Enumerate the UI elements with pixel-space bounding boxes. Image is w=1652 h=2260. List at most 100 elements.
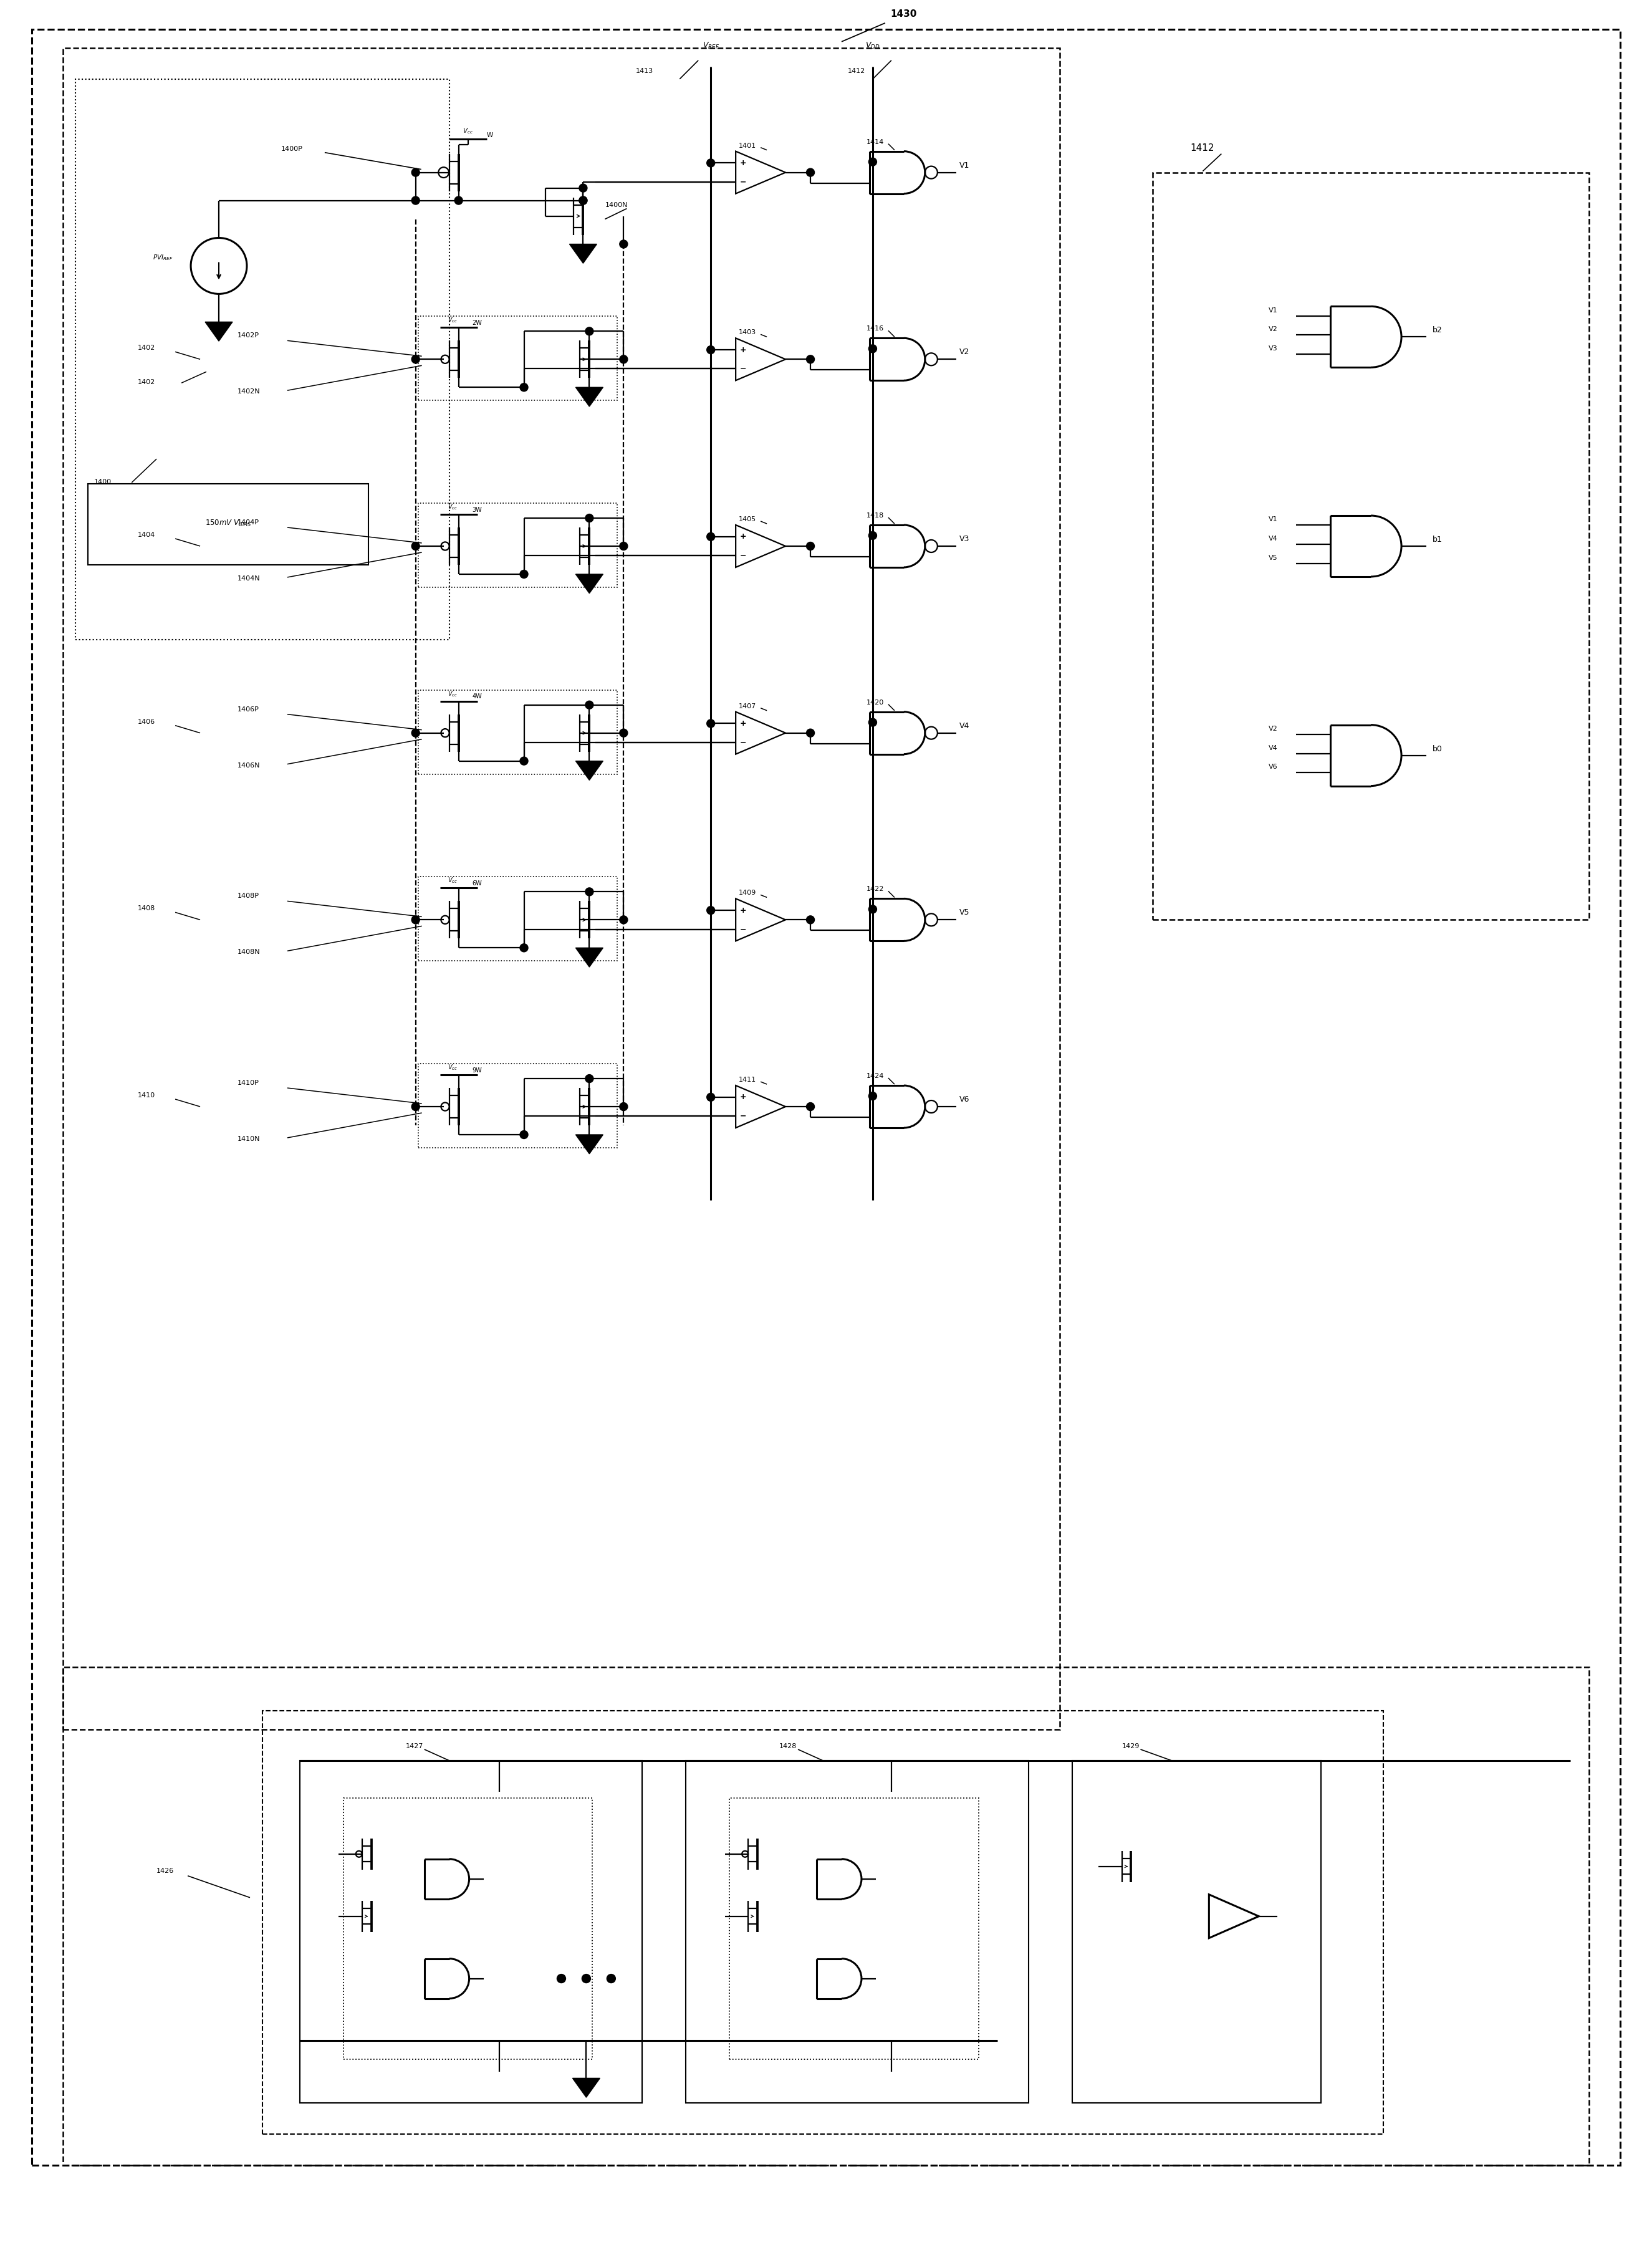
Text: 1408N: 1408N: [238, 949, 261, 956]
Bar: [686, 1761, 1029, 2104]
Text: 1416: 1416: [867, 325, 884, 332]
Text: V4: V4: [1269, 536, 1277, 542]
Circle shape: [520, 945, 529, 951]
Text: b2: b2: [1432, 325, 1442, 334]
Circle shape: [806, 542, 814, 549]
Text: +: +: [740, 346, 747, 355]
Text: $V_{cc}$: $V_{cc}$: [448, 502, 458, 511]
Text: 1411: 1411: [738, 1076, 757, 1083]
Circle shape: [411, 730, 420, 737]
Text: −: −: [740, 1112, 747, 1121]
Text: 1410: 1410: [137, 1092, 155, 1098]
Circle shape: [620, 915, 628, 924]
Circle shape: [806, 730, 814, 737]
Text: V6: V6: [960, 1096, 970, 1103]
Text: 1407: 1407: [738, 703, 757, 710]
Text: 1424: 1424: [867, 1074, 884, 1080]
Text: 2W: 2W: [472, 319, 482, 325]
Bar: [76, 79, 449, 640]
Text: 1426: 1426: [157, 1867, 173, 1874]
Text: 1412: 1412: [1191, 142, 1214, 151]
Text: 1418: 1418: [867, 513, 884, 520]
Text: −: −: [740, 924, 747, 933]
Circle shape: [580, 197, 586, 203]
Bar: [88, 484, 368, 565]
Text: 3W: 3W: [472, 506, 482, 513]
Text: 1410N: 1410N: [238, 1137, 261, 1141]
Polygon shape: [205, 321, 233, 341]
Polygon shape: [570, 244, 596, 262]
Circle shape: [707, 533, 715, 540]
Circle shape: [411, 170, 420, 176]
Text: 9W: 9W: [472, 1067, 482, 1074]
Text: −: −: [740, 364, 747, 373]
Text: −: −: [740, 179, 747, 185]
Polygon shape: [575, 947, 603, 967]
Circle shape: [620, 240, 628, 249]
Circle shape: [585, 1074, 593, 1083]
Text: W: W: [487, 131, 492, 138]
Text: V2: V2: [1269, 725, 1277, 732]
Text: +: +: [740, 158, 747, 167]
Text: 1402: 1402: [137, 346, 155, 350]
Circle shape: [869, 1092, 877, 1101]
Text: 1401: 1401: [738, 142, 757, 149]
Text: 1400P: 1400P: [281, 145, 302, 151]
Text: $V_{cc}$: $V_{cc}$: [448, 877, 458, 886]
Bar: [418, 504, 618, 588]
Text: $PVI_{REF}$: $PVI_{REF}$: [152, 253, 173, 262]
Circle shape: [620, 1103, 628, 1110]
Circle shape: [411, 1103, 420, 1110]
Circle shape: [869, 531, 877, 540]
Text: 1427: 1427: [406, 1742, 423, 1749]
Circle shape: [620, 542, 628, 549]
Text: b1: b1: [1432, 536, 1442, 545]
Circle shape: [806, 170, 814, 176]
Text: V2: V2: [960, 348, 970, 357]
Polygon shape: [575, 762, 603, 780]
Text: +: +: [740, 1094, 747, 1101]
Bar: [1153, 172, 1589, 920]
Text: 1403: 1403: [738, 330, 757, 337]
Text: 4W: 4W: [472, 694, 482, 701]
Bar: [63, 47, 1059, 1729]
Bar: [344, 1799, 593, 2059]
Circle shape: [806, 1103, 814, 1110]
Text: 1414: 1414: [867, 138, 884, 145]
Circle shape: [707, 719, 715, 728]
Circle shape: [869, 906, 877, 913]
Bar: [1072, 1761, 1322, 2104]
Text: 1400N: 1400N: [605, 201, 628, 208]
Text: 1400: 1400: [94, 479, 112, 486]
Text: +: +: [740, 906, 747, 915]
Text: −: −: [740, 551, 747, 560]
Text: $V_{DD}$: $V_{DD}$: [866, 41, 881, 50]
Circle shape: [557, 1975, 565, 1982]
Text: 1429: 1429: [1122, 1742, 1140, 1749]
Circle shape: [869, 158, 877, 165]
Circle shape: [585, 513, 593, 522]
Polygon shape: [575, 386, 603, 407]
Bar: [730, 1799, 978, 2059]
Text: 1428: 1428: [780, 1742, 796, 1749]
Circle shape: [606, 1975, 616, 1982]
Text: V6: V6: [1269, 764, 1277, 771]
Text: 1404P: 1404P: [238, 520, 259, 527]
Text: 1420: 1420: [867, 698, 884, 705]
Circle shape: [411, 915, 420, 924]
Circle shape: [411, 355, 420, 364]
Text: 1408: 1408: [137, 906, 155, 911]
Text: +: +: [740, 719, 747, 728]
Text: V5: V5: [960, 909, 970, 918]
Text: 1422: 1422: [867, 886, 884, 893]
Circle shape: [582, 1975, 591, 1982]
Circle shape: [520, 384, 529, 391]
Text: 1430: 1430: [890, 9, 917, 18]
Polygon shape: [575, 1135, 603, 1155]
Text: 1413: 1413: [636, 68, 654, 75]
Text: 1406: 1406: [137, 719, 155, 725]
Circle shape: [580, 183, 586, 192]
Text: 1406P: 1406P: [238, 705, 259, 712]
Polygon shape: [573, 2079, 600, 2097]
Text: V4: V4: [960, 721, 970, 730]
